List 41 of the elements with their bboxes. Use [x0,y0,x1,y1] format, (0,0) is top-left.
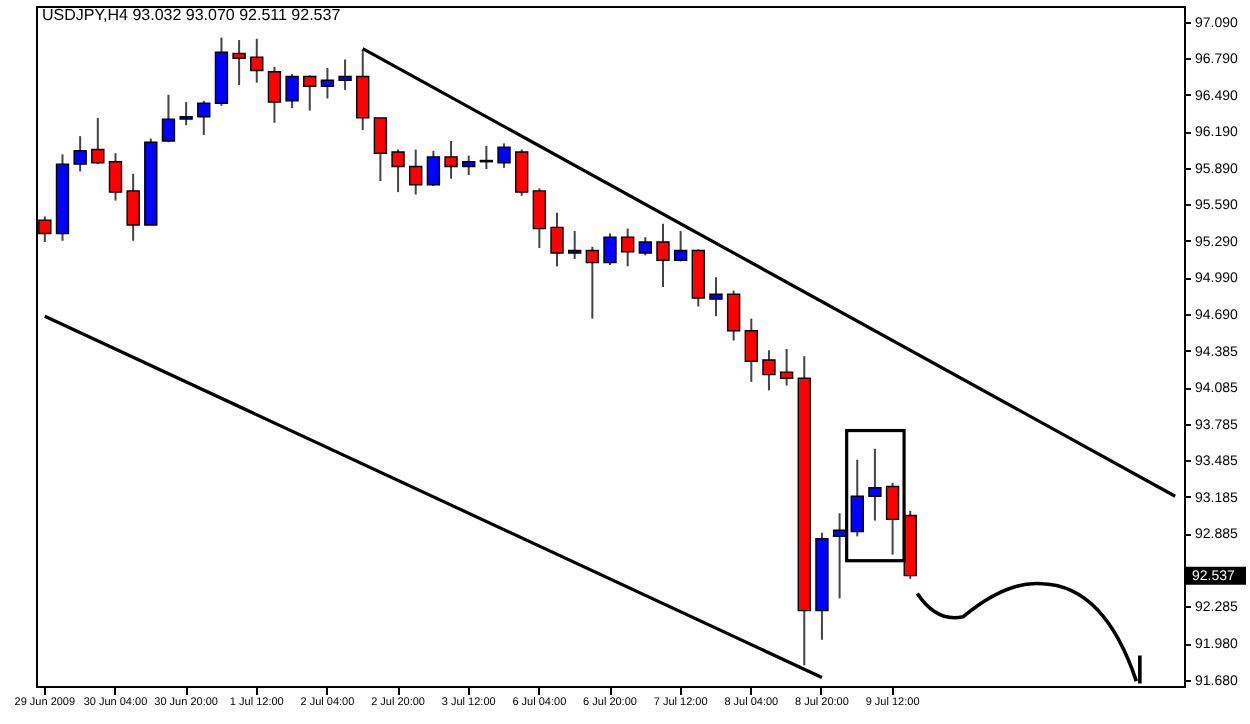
candlestick [868,447,882,522]
candlestick [462,154,476,177]
candlestick [73,135,87,173]
candlestick [409,148,423,196]
candlestick [638,236,653,257]
candlestick [161,93,176,144]
candlestick [497,142,511,169]
candlestick [514,148,529,197]
candlestick [850,458,864,538]
candlestick [444,140,458,180]
candlestick [179,101,193,127]
candlestick [603,232,617,267]
candlestick [391,148,405,194]
candlestick [762,349,776,392]
candlestick [691,248,706,308]
candlestick [303,74,317,112]
candlestick [250,37,264,84]
candlestick [426,149,441,188]
candlestick [744,317,758,383]
candlestick [267,65,282,124]
candlestick [285,73,299,110]
candlestick [620,227,635,268]
candlestick [709,276,723,318]
candlestick [197,99,211,136]
candlestick [320,67,335,100]
candlestick [373,116,388,183]
candlestick [656,222,670,288]
candlestick [567,230,582,261]
candlestick [108,152,123,202]
candlestick [338,58,352,91]
candlestick [779,348,794,387]
candlestick [585,245,600,320]
candlestick [550,211,564,268]
candlestick [673,230,688,263]
candlestick [726,289,741,342]
candlestick [126,172,140,242]
candlestick [91,116,105,166]
chart-title: USDJPY,H4 93.032 93.070 92.511 92.537 [42,6,342,24]
candlestick [232,39,246,87]
candlestick [885,481,900,556]
candlestick [532,187,547,250]
